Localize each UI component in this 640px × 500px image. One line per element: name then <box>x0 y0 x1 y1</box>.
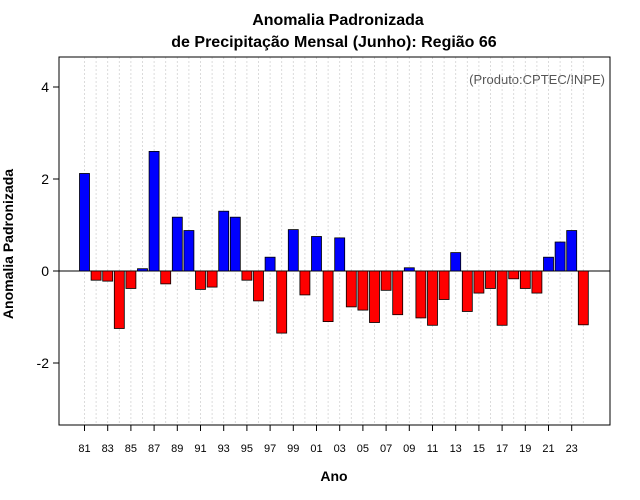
x-tick-label: 11 <box>427 443 438 455</box>
bar-1987 <box>148 150 160 272</box>
x-tick-label: 91 <box>194 443 206 455</box>
bar-1988 <box>160 270 172 285</box>
bar-2019 <box>519 270 531 289</box>
x-tick-label: 97 <box>264 443 276 455</box>
x-tick-label: 81 <box>78 443 90 455</box>
bar-2004 <box>345 270 357 308</box>
y-tick-label: 2 <box>41 171 49 187</box>
y-tick-label: 4 <box>41 79 49 95</box>
x-tick-label: 01 <box>310 443 322 455</box>
bar-2022 <box>554 241 566 272</box>
bar-2021 <box>543 256 554 272</box>
bar-2001 <box>311 236 322 272</box>
x-tick-label: 93 <box>218 443 230 455</box>
x-tick-label: 85 <box>125 443 137 455</box>
bar-1996 <box>253 270 264 302</box>
bar-2015 <box>473 270 485 294</box>
bar-2006 <box>369 270 380 323</box>
bar-2024 <box>577 270 589 326</box>
x-tick-label: 95 <box>241 443 253 455</box>
bar-1997 <box>264 256 276 272</box>
bar-1984 <box>113 270 125 329</box>
bar-1990 <box>183 230 195 272</box>
bar-2023 <box>566 230 578 272</box>
bar-1994 <box>229 216 241 272</box>
y-axis-label: Anomalia Padronizada <box>0 169 16 319</box>
y-axis-ticks: 4 2 0 -2 <box>37 79 59 371</box>
y-tick-label: 0 <box>41 263 49 279</box>
x-tick-label: 23 <box>566 443 578 455</box>
bar-2007 <box>380 270 392 291</box>
x-tick-label: 03 <box>334 443 346 455</box>
bar-2002 <box>322 270 334 322</box>
bar-1998 <box>276 270 288 334</box>
x-tick-label: 19 <box>519 443 531 455</box>
bar-2012 <box>438 270 450 300</box>
x-tick-label: 87 <box>148 443 160 455</box>
bar-1991 <box>195 270 206 290</box>
bar-2005 <box>357 270 369 311</box>
x-tick-label: 07 <box>380 443 392 455</box>
bar-2008 <box>392 270 404 316</box>
bars <box>79 150 589 334</box>
bar-2013 <box>450 252 462 272</box>
bar-2011 <box>427 270 438 326</box>
bar-2010 <box>415 270 427 319</box>
bar-2016 <box>485 270 496 289</box>
grid-lines <box>84 57 584 425</box>
bar-2014 <box>461 270 473 312</box>
chart-title: Anomalia Padronizada <box>252 12 424 29</box>
x-tick-label: 13 <box>450 443 462 455</box>
x-tick-label: 09 <box>403 443 415 455</box>
bar-2003 <box>334 237 346 272</box>
bar-1989 <box>171 216 183 272</box>
bar-1999 <box>287 229 299 272</box>
bar-1982 <box>90 270 102 281</box>
bar-2000 <box>299 270 311 296</box>
x-axis-ticks: 81 83 85 87 89 91 93 95 97 99 01 03 05 07 09 11 13 15 17 19… <box>78 425 578 455</box>
x-tick-label: 05 <box>357 443 369 455</box>
x-tick-label: 17 <box>496 443 508 455</box>
bar-1983 <box>102 270 114 282</box>
bar-1981 <box>79 173 90 272</box>
x-tick-label: 15 <box>473 443 485 455</box>
bar-2018 <box>508 270 520 280</box>
y-tick-label: -2 <box>37 355 50 371</box>
bar-1985 <box>125 270 137 289</box>
credit-text: (Produto:CPTEC/INPE) <box>469 72 605 87</box>
bar-2020 <box>531 270 543 294</box>
bar-1993 <box>218 210 230 272</box>
x-tick-label: 21 <box>542 443 554 455</box>
bar-1986 <box>137 268 148 272</box>
x-axis-label: Ano <box>320 468 347 484</box>
bar-2009 <box>403 267 415 272</box>
x-tick-label: 89 <box>171 443 183 455</box>
bar-1992 <box>206 270 218 288</box>
chart-subtitle: de Precipitação Mensal (Junho): Região 6… <box>171 34 497 51</box>
bar-2017 <box>496 270 508 326</box>
bar-1995 <box>241 270 253 281</box>
x-tick-label: 99 <box>287 443 299 455</box>
x-tick-label: 83 <box>102 443 114 455</box>
plot-frame <box>58 56 611 426</box>
